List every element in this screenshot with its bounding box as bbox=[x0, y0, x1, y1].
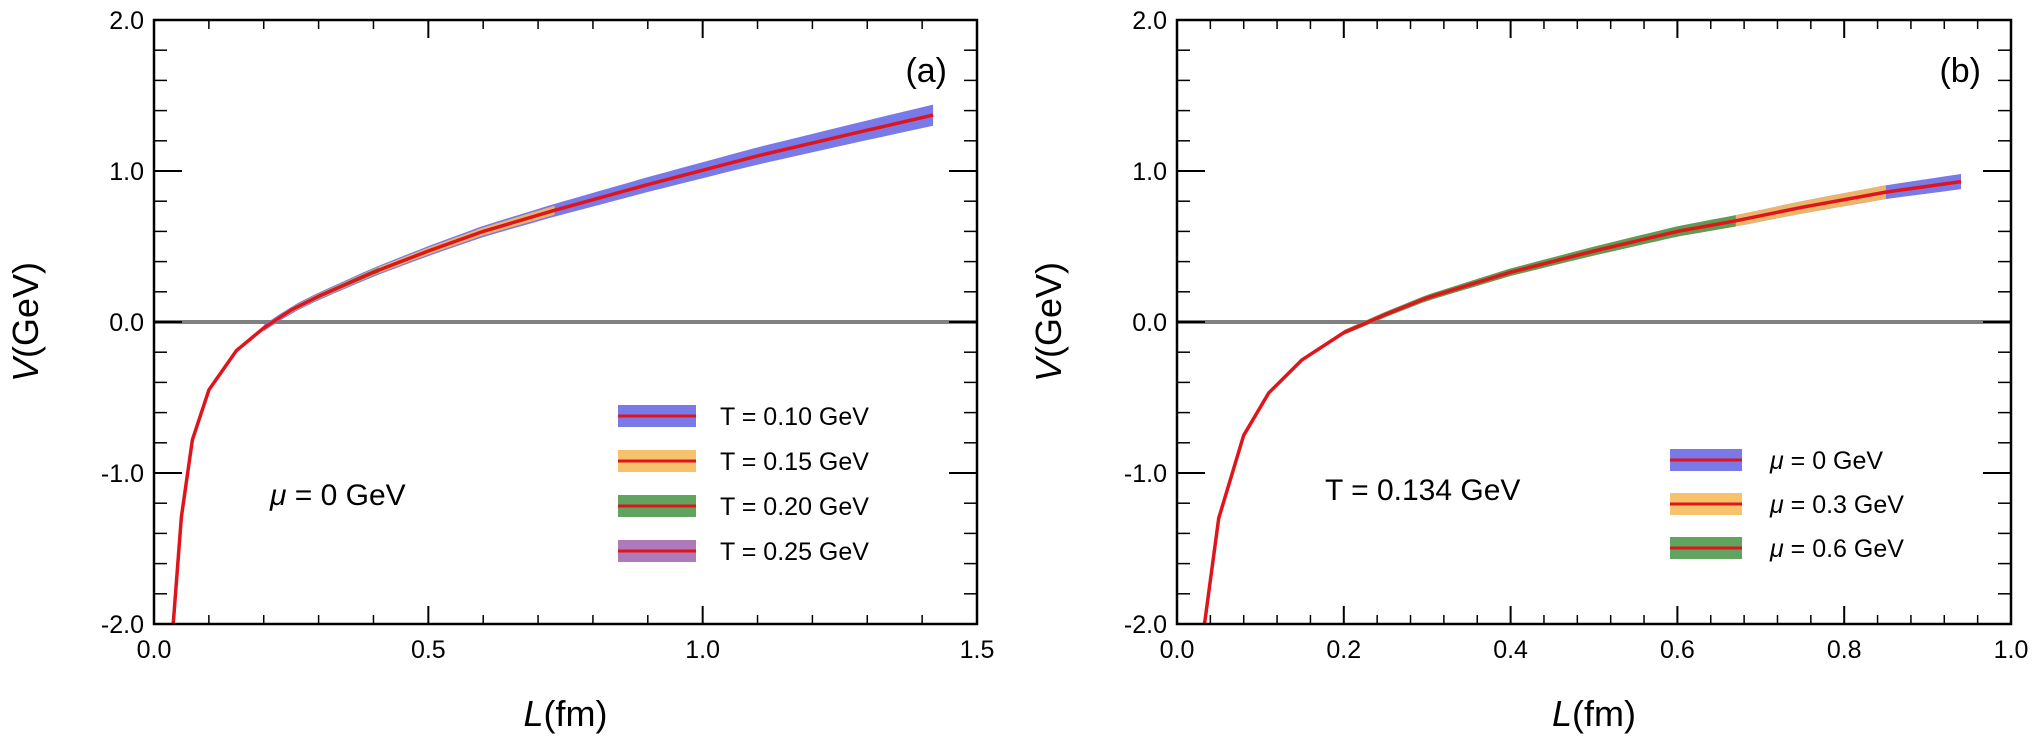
y-tick-label: -1.0 bbox=[1124, 460, 1167, 488]
y-tick-label: 2.0 bbox=[1132, 7, 1167, 35]
y-axis-unit: (GeV) bbox=[5, 262, 46, 358]
x-tick-label: 1.0 bbox=[685, 636, 720, 664]
x-tick-label: 1.5 bbox=[960, 636, 995, 664]
y-tick-label: -2.0 bbox=[101, 611, 144, 639]
x-axis-unit: (fm) bbox=[1572, 693, 1636, 734]
legend-label: μ = 0.3 GeV bbox=[1769, 491, 1904, 519]
x-tick-label: 0.5 bbox=[411, 636, 446, 664]
panel-b: 0.0 0.2 0.4 0.6 0.8 1.0-2.0-1.00.01.02.0(b)L(… bbox=[1028, 7, 2028, 734]
x-tick-label: 0.2 bbox=[1326, 636, 1361, 664]
x-tick-label: 0.6 bbox=[1660, 636, 1695, 664]
panel-a: 0.0 0.5 1.0 1.5 -2.0 -1.0 0.0 1.0 2.0 (a) L(fm) V(G… bbox=[5, 7, 994, 734]
x-tick-label: 0.4 bbox=[1493, 636, 1528, 664]
annotation: μ = 0 GeV bbox=[269, 479, 406, 512]
y-axis-var: V bbox=[1028, 355, 1069, 382]
y-tick-label: 2.0 bbox=[109, 7, 144, 35]
x-axis-var: L bbox=[1552, 693, 1572, 734]
y-tick-label: 1.0 bbox=[1132, 158, 1167, 186]
legend-var: μ bbox=[1769, 491, 1784, 519]
y-tick-label: -2.0 bbox=[1124, 611, 1167, 639]
legend-label: μ = 0.6 GeV bbox=[1769, 535, 1904, 563]
potential-curve bbox=[171, 113, 934, 625]
series-band-2 bbox=[1343, 215, 1736, 335]
legend-label: T = 0.20 GeV bbox=[720, 493, 869, 521]
x-tick-label: 0.0 bbox=[1160, 636, 1195, 664]
y-tick-label: 0.0 bbox=[109, 309, 144, 337]
legend-var: μ bbox=[1769, 447, 1784, 475]
x-axis-label: L(fm) bbox=[524, 693, 608, 734]
legend-label: T = 0.25 GeV bbox=[720, 538, 869, 566]
x-tick-label: 1.0 bbox=[1994, 636, 2029, 664]
x-tick-label: 0.8 bbox=[1827, 636, 1862, 664]
annotation: T = 0.134 GeV bbox=[1325, 474, 1520, 507]
y-axis-unit: (GeV) bbox=[1028, 262, 1069, 358]
x-axis-var: L bbox=[524, 693, 544, 734]
x-tick-label: 0.0 bbox=[137, 636, 172, 664]
series-band-0 bbox=[263, 104, 934, 332]
x-axis-label: L(fm) bbox=[1552, 693, 1636, 734]
legend-label: μ = 0 GeV bbox=[1769, 447, 1883, 475]
y-axis-label: V(GeV) bbox=[1028, 262, 1069, 382]
panel-tag: (a) bbox=[905, 52, 947, 90]
y-tick-label: 0.0 bbox=[1132, 309, 1167, 337]
annotation-var: μ bbox=[269, 479, 286, 512]
annotation-text: T = 0.134 GeV bbox=[1325, 474, 1520, 507]
panel-tag: (b) bbox=[1939, 52, 1981, 90]
x-axis-unit: (fm) bbox=[544, 693, 608, 734]
legend-text: = 0.3 GeV bbox=[1784, 491, 1905, 519]
y-axis-var: V bbox=[5, 355, 46, 382]
legend-var: μ bbox=[1769, 535, 1784, 563]
y-axis-label: V(GeV) bbox=[5, 262, 46, 382]
legend-label: T = 0.15 GeV bbox=[720, 448, 869, 476]
legend-text: = 0 GeV bbox=[1784, 447, 1884, 475]
legend-label: T = 0.10 GeV bbox=[720, 403, 869, 431]
annotation-text: = 0 GeV bbox=[286, 479, 405, 512]
series-band-1 bbox=[1343, 185, 1886, 335]
y-tick-label: 1.0 bbox=[109, 158, 144, 186]
potential-curve bbox=[1202, 179, 1962, 625]
legend-text: = 0.6 GeV bbox=[1784, 535, 1905, 563]
y-tick-label: -1.0 bbox=[101, 460, 144, 488]
